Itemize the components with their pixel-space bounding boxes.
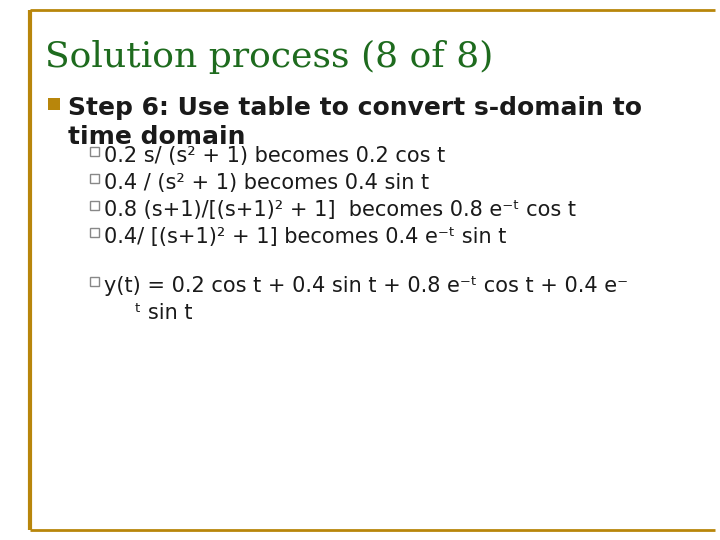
Bar [90,147,99,156]
Bar [90,277,99,286]
Text: time domain: time domain [68,125,246,149]
Bar [48,98,60,110]
Text: 0.8 (s+1)/[(s+1)² + 1]  becomes 0.8 e⁻ᵗ cos t: 0.8 (s+1)/[(s+1)² + 1] becomes 0.8 e⁻ᵗ c… [104,200,576,220]
Bar [90,174,99,183]
Bar [90,201,99,210]
Text: 0.4/ [(s+1)² + 1] becomes 0.4 e⁻ᵗ sin t: 0.4/ [(s+1)² + 1] becomes 0.4 e⁻ᵗ sin t [104,227,506,247]
Text: y(t) = 0.2 cos t + 0.4 sin t + 0.8 e⁻ᵗ cos t + 0.4 e⁻: y(t) = 0.2 cos t + 0.4 sin t + 0.8 e⁻ᵗ c… [104,276,628,296]
Text: Solution process (8 of 8): Solution process (8 of 8) [45,40,493,74]
Text: 0.4 / (s² + 1) becomes 0.4 sin t: 0.4 / (s² + 1) becomes 0.4 sin t [104,173,429,193]
Text: 0.2 s/ (s² + 1) becomes 0.2 cos t: 0.2 s/ (s² + 1) becomes 0.2 cos t [104,146,445,166]
Bar [90,228,99,237]
Text: ᵗ sin t: ᵗ sin t [135,303,192,323]
Text: Step 6: Use table to convert s-domain to: Step 6: Use table to convert s-domain to [68,96,642,120]
